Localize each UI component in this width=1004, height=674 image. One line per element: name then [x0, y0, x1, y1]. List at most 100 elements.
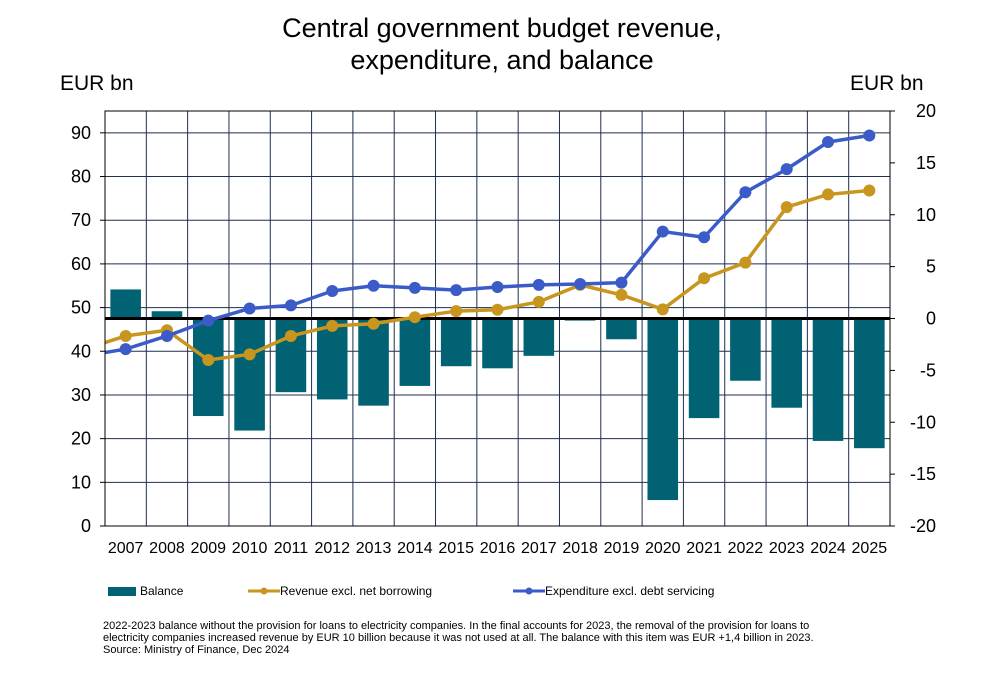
expenditure-point-2019 [615, 276, 628, 289]
expenditure-point-2018 [574, 277, 587, 290]
series-lines [104, 129, 876, 366]
left-tick-label-90: 90 [71, 123, 91, 143]
expenditure-point-2025 [863, 129, 876, 142]
legend-item-expenditure: Expenditure excl. debt servicing [513, 584, 714, 598]
expenditure-point-2008 [160, 329, 173, 342]
x-tick-label-2012: 2012 [314, 540, 350, 557]
expenditure-point-2023 [780, 163, 793, 176]
right-axis-unit: EUR bn [850, 72, 924, 95]
revenue-point-2019 [615, 288, 628, 301]
revenue-point-2017 [532, 295, 545, 308]
expenditure-point-2007 [119, 343, 132, 356]
x-tick-label-2022: 2022 [728, 540, 764, 557]
balance-bar-2009 [193, 318, 224, 417]
right-tick-label-5: 5 [926, 257, 936, 277]
plot-frame [104, 110, 891, 527]
legend-label-balance: Balance [140, 584, 184, 598]
revenue-point-2013 [367, 317, 380, 330]
right-tick-label-0: 0 [926, 309, 936, 329]
left-tick-label-30: 30 [71, 385, 91, 405]
expenditure-point-2013 [367, 279, 380, 292]
left-tick-label-80: 80 [71, 167, 91, 187]
balance-bar-2008 [151, 311, 183, 319]
chart-title-line-1: Central government budget revenue, [282, 13, 722, 43]
balance-bar-2025 [854, 318, 885, 449]
legend-item-revenue: Revenue excl. net borrowing [248, 584, 432, 598]
left-axis-unit: EUR bn [60, 72, 134, 95]
x-tick-label-2023: 2023 [769, 540, 805, 557]
balance-bars [110, 289, 885, 501]
balance-bar-2019 [606, 318, 637, 340]
revenue-point-2025 [863, 184, 876, 197]
balance-bar-2010 [234, 318, 265, 431]
left-tick-label-50: 50 [71, 298, 91, 318]
legend-swatch-revenue [248, 587, 280, 595]
legend-swatch-expenditure [513, 587, 545, 595]
x-tick-label-2024: 2024 [810, 540, 846, 557]
right-tick-label-10: 10 [916, 205, 936, 225]
x-tick-label-2016: 2016 [480, 540, 516, 557]
balance-bar-2016 [482, 318, 513, 369]
left-tick-label-0: 0 [81, 516, 91, 536]
chart-title: Central government budget revenue, expen… [0, 12, 1004, 76]
expenditure-point-2015 [450, 284, 463, 297]
balance-bar-2015 [440, 318, 472, 367]
left-tick-label-60: 60 [71, 254, 91, 274]
balance-bar-2014 [399, 318, 431, 386]
right-axis-ticks: 20 15 10 5 0 -5 -10 -15 -20 [910, 101, 936, 536]
legend-swatch-balance [108, 586, 136, 596]
footnote-line-2: electricity companies increased revenue … [103, 632, 814, 644]
revenue-point-2021 [698, 272, 711, 285]
revenue-point-2020 [656, 303, 669, 316]
expenditure-point-2016 [491, 281, 504, 294]
balance-bar-2024 [812, 318, 844, 441]
chart-title-line-2: expenditure, and balance [350, 45, 654, 75]
x-tick-label-2011: 2011 [274, 540, 309, 557]
balance-bar-2022 [730, 318, 761, 381]
revenue-point-2010 [243, 348, 256, 361]
expenditure-point-2014 [408, 281, 421, 294]
legend-label-expenditure: Expenditure excl. debt servicing [545, 584, 715, 598]
x-tick-label-2019: 2019 [604, 540, 640, 557]
x-tick-label-2025: 2025 [852, 540, 888, 557]
revenue-point-2011 [284, 329, 297, 342]
footnote: 2022-2023 balance without the provision … [103, 620, 983, 656]
balance-bar-2013 [358, 318, 389, 406]
expenditure-point-2011 [284, 299, 297, 312]
revenue-point-2007 [119, 329, 132, 342]
x-tick-label-2017: 2017 [521, 540, 557, 557]
balance-bar-2012 [316, 318, 348, 400]
expenditure-point-2012 [326, 284, 339, 297]
legend-label-revenue: Revenue excl. net borrowing [280, 584, 433, 598]
x-tick-label-2010: 2010 [232, 540, 268, 557]
revenue-point-2009 [202, 354, 215, 366]
x-tick-label-2008: 2008 [149, 540, 185, 557]
left-tick-label-70: 70 [71, 210, 91, 230]
x-tick-label-2007: 2007 [108, 540, 144, 557]
x-tick-label-2018: 2018 [562, 540, 598, 557]
right-tick-label-20: 20 [916, 101, 936, 121]
balance-bar-2017 [523, 318, 555, 356]
revenue-point-2014 [408, 311, 421, 324]
footnote-line-1: 2022-2023 balance without the provision … [103, 620, 810, 632]
left-tick-label-20: 20 [71, 429, 91, 449]
left-tick-label-10: 10 [71, 472, 91, 492]
x-tick-label-2014: 2014 [397, 540, 433, 557]
revenue-point-2015 [450, 305, 463, 318]
revenue-point-2022 [739, 256, 752, 269]
revenue-point-2012 [326, 319, 339, 332]
expenditure-point-2017 [532, 278, 545, 291]
x-tick-label-2009: 2009 [190, 540, 226, 557]
revenue-line [104, 188, 870, 362]
revenue-point-2023 [780, 201, 793, 214]
expenditure-point-2022 [739, 186, 752, 199]
expenditure-point-2010 [243, 302, 256, 315]
balance-bar-2023 [771, 318, 802, 408]
legend-item-balance: Balance [108, 584, 183, 598]
right-tick-label--15: -15 [910, 464, 936, 484]
footnote-line-3: Source: Ministry of Finance, Dec 2024 [103, 644, 290, 656]
left-tick-label-40: 40 [71, 341, 91, 361]
x-axis-ticks: 2007 2008 2009 2010 2011 2012 2013 2014 2015 2016… [108, 540, 887, 557]
expenditure-point-2021 [698, 231, 711, 244]
